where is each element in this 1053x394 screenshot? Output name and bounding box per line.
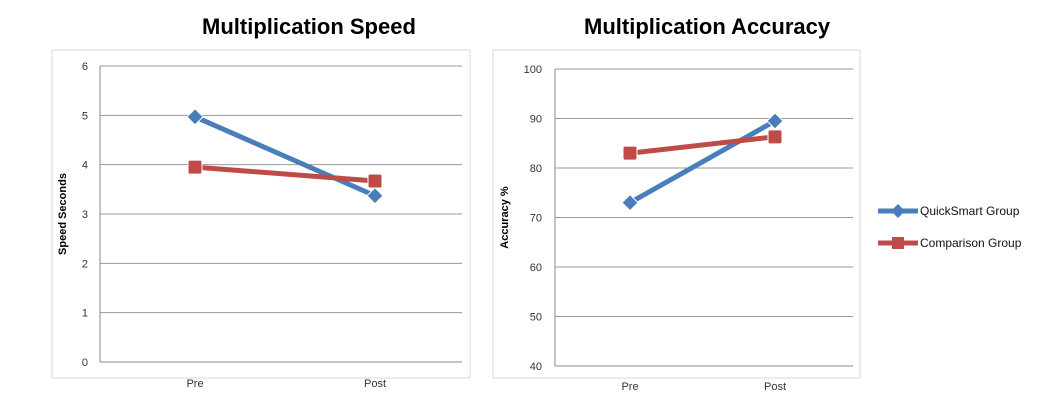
legend-marker-0	[891, 204, 905, 218]
speed-y-tick-label: 2	[82, 258, 88, 270]
legend-marker-1	[892, 237, 904, 249]
speed-x-tick-label: Pre	[186, 378, 203, 390]
speed-series-line-1	[192, 164, 378, 184]
accuracy-y-tick-label: 90	[530, 114, 542, 126]
speed-data-point	[367, 173, 383, 189]
accuracy-y-axis-label: Accuracy %	[499, 186, 511, 249]
accuracy-y-tick-label: 50	[530, 312, 542, 324]
speed-chart-title: Multiplication Speed	[202, 14, 416, 39]
accuracy-x-tick-label: Pre	[621, 381, 638, 393]
speed-y-tick-label: 5	[82, 110, 88, 122]
accuracy-y-tick-label: 60	[530, 262, 542, 274]
accuracy-chart-frame	[492, 49, 861, 379]
speed-series-line-0	[192, 114, 378, 199]
legend-entry-label: Comparison Group	[920, 236, 1022, 250]
accuracy-data-point	[621, 193, 639, 212]
speed-y-tick-label: 4	[82, 160, 88, 172]
speed-y-tick-label: 0	[82, 357, 88, 369]
legend-entry-label: QuickSmart Group	[920, 204, 1020, 218]
accuracy-series-line-0	[627, 118, 778, 206]
accuracy-series-line-1	[627, 134, 778, 156]
speed-y-axis-label: Speed Seconds	[57, 173, 69, 255]
speed-y-tick-label: 1	[82, 308, 88, 320]
speed-data-point	[186, 108, 204, 126]
speed-data-point	[187, 159, 203, 175]
accuracy-y-tick-label: 80	[530, 163, 542, 175]
accuracy-y-tick-label: 40	[530, 361, 542, 373]
speed-y-tick-label: 6	[82, 61, 88, 73]
speed-data-point	[366, 187, 384, 205]
accuracy-data-point	[622, 145, 638, 161]
speed-x-tick-label: Post	[364, 378, 386, 390]
accuracy-x-tick-label: Post	[764, 381, 786, 393]
accuracy-chart-title: Multiplication Accuracy	[584, 14, 831, 39]
accuracy-y-tick-label: 70	[530, 213, 542, 225]
accuracy-data-point	[766, 112, 784, 130]
accuracy-y-tick-label: 100	[524, 64, 542, 76]
speed-y-tick-label: 3	[82, 209, 88, 221]
accuracy-data-point	[767, 129, 783, 145]
